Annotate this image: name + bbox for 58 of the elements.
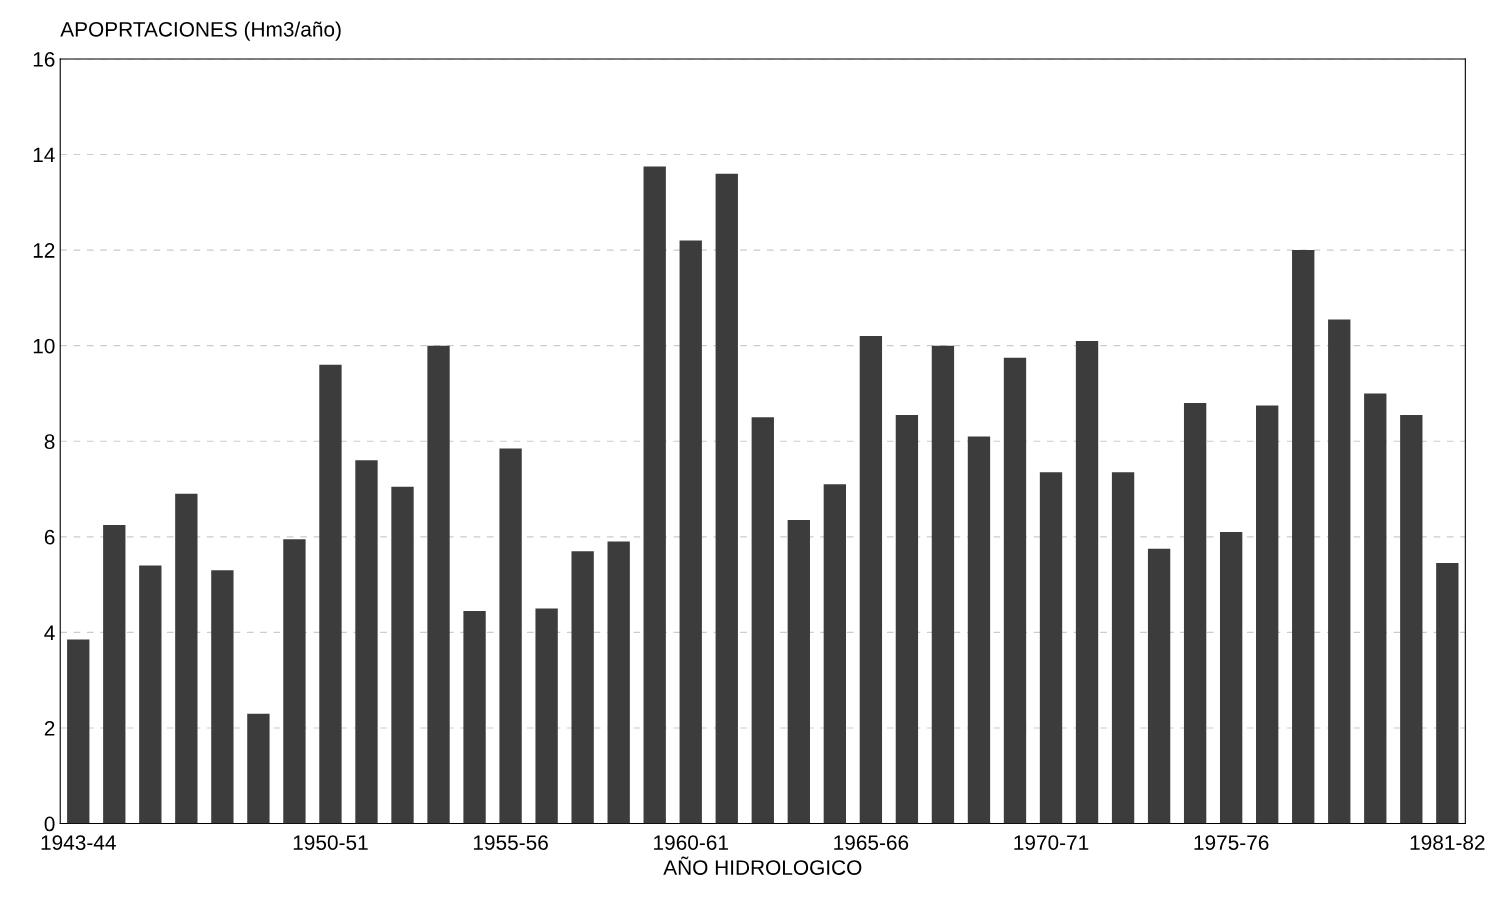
bar: [751, 417, 774, 824]
bar: [1292, 250, 1315, 824]
x-tick-label: 1975-76: [1194, 835, 1269, 850]
y-tick-label: 16: [33, 51, 55, 67]
bar: [571, 551, 594, 824]
bar: [67, 639, 90, 824]
x-tick-label: 1955-56: [473, 835, 548, 850]
bar: [607, 541, 630, 824]
bar: [535, 608, 558, 824]
bar: [211, 570, 234, 824]
x-tick-label: 1981-82: [1410, 835, 1485, 850]
bar: [1183, 403, 1207, 824]
bar: [247, 713, 270, 824]
bar: [859, 336, 883, 824]
bar: [1111, 472, 1135, 824]
x-tick-label: 1970-71: [1014, 835, 1089, 850]
bar: [463, 610, 486, 824]
bar: [1219, 532, 1243, 824]
bar: [715, 173, 738, 824]
bar: [499, 448, 522, 824]
bar: [643, 166, 666, 824]
bar: [1436, 563, 1459, 824]
bar: [1364, 393, 1387, 824]
bar: [355, 460, 378, 824]
bar: [103, 524, 126, 824]
y-tick-label: 12: [33, 243, 55, 258]
y-tick-label: 10: [33, 338, 55, 354]
y-tick-label: 14: [33, 147, 55, 163]
bar: [175, 493, 198, 824]
bar: [787, 520, 810, 824]
x-tick-label: 1950-51: [293, 835, 368, 850]
bar: [967, 436, 991, 824]
y-tick-label: 0: [44, 816, 55, 832]
y-tick-label: 6: [44, 529, 55, 545]
bar: [931, 345, 955, 824]
x-tick-label: 1965-66: [834, 835, 909, 850]
y-axis-title: APOPRTACIONES (Hm3/año): [60, 21, 341, 41]
bar: [1075, 340, 1099, 824]
bar: [1003, 357, 1027, 824]
y-tick-label: 2: [44, 720, 55, 736]
bar: [1256, 405, 1279, 824]
bar: [1328, 319, 1351, 824]
bar: [679, 240, 702, 824]
bar: [1147, 548, 1171, 824]
bar: [139, 565, 162, 824]
bar: [823, 484, 847, 824]
bar: [1400, 414, 1423, 824]
x-tick-label: 1943-44: [41, 835, 116, 850]
bar: [1039, 472, 1063, 824]
y-tick-label: 4: [44, 625, 55, 640]
bar: [895, 414, 919, 824]
x-tick-label: 1960-61: [654, 835, 728, 850]
bar: [391, 486, 414, 824]
bar: [283, 539, 306, 824]
bar: [427, 345, 450, 824]
y-tick-label: 8: [44, 434, 55, 450]
bar: [319, 364, 342, 824]
x-axis-title: AÑO HIDROLOGICO: [663, 856, 862, 875]
